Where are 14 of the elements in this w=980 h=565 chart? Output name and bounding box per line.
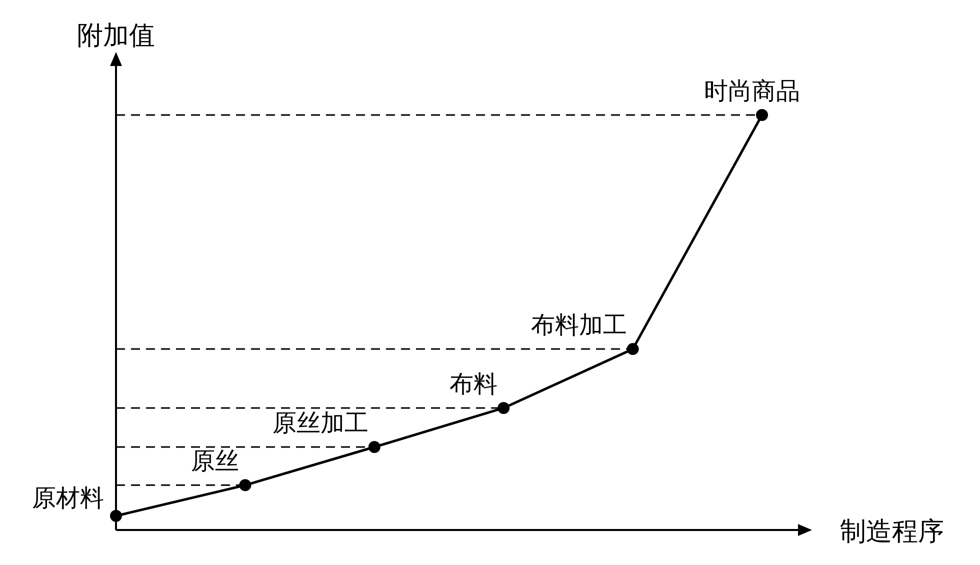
point [756, 109, 768, 121]
x-axis-title: 制造程序 [840, 517, 944, 547]
x-tick-label: 原丝加工 [272, 409, 368, 437]
x-tick-label: 时尚商品 [704, 77, 800, 105]
x-tick-label: 原丝 [191, 447, 240, 476]
point [498, 402, 510, 414]
point [368, 441, 380, 453]
point [239, 479, 252, 492]
x-tick-label: 布料 [450, 370, 498, 398]
point [626, 343, 639, 356]
y-axis-title: 附加值 [77, 21, 155, 51]
x-tick-label: 布料加工 [530, 311, 627, 340]
point [110, 510, 122, 522]
x-tick-label: 原材料 [32, 484, 104, 512]
